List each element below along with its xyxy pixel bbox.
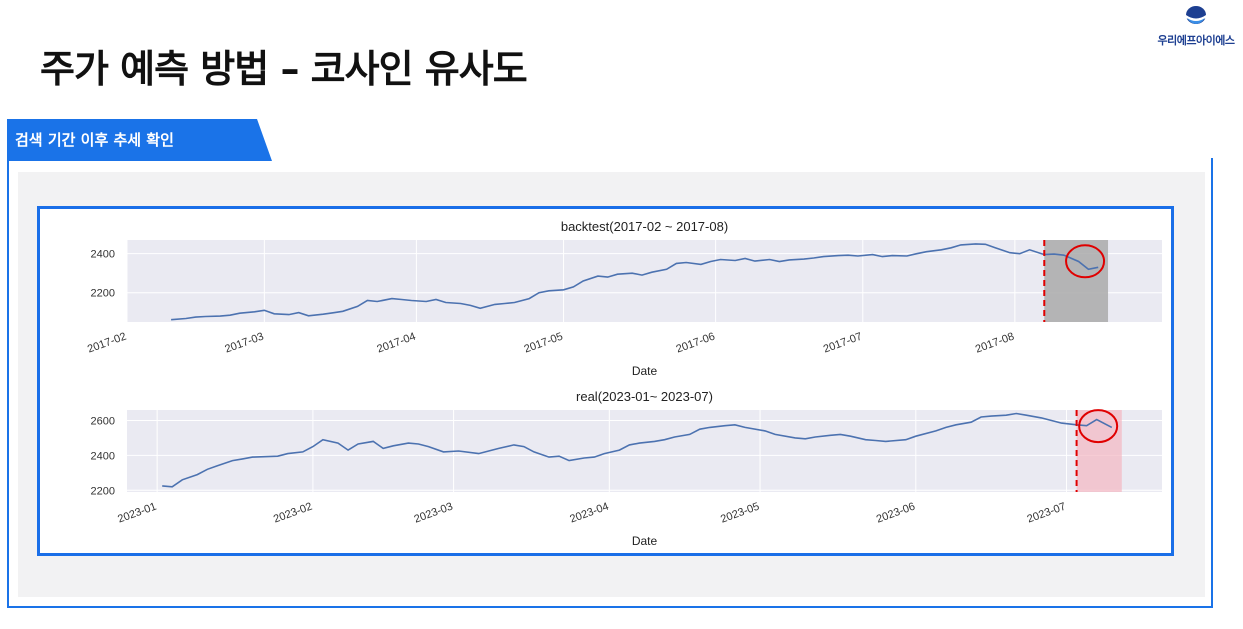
x-tick-label: 2017-07 bbox=[822, 331, 864, 356]
highlight-circle bbox=[1078, 409, 1119, 444]
x-tick-label: 2017-03 bbox=[223, 331, 265, 356]
chart-panel-2: 2023-01 2023-02 2023-03 2023-04 2023-05 2023-… bbox=[91, 389, 1162, 548]
section-tab-shape bbox=[7, 119, 272, 161]
series-line bbox=[171, 243, 1099, 321]
x-tick-label: 2023-01 bbox=[116, 501, 158, 526]
forecast-shade bbox=[1076, 410, 1122, 492]
x-tick-label: 2023-04 bbox=[568, 501, 610, 526]
x-tick-label: 2017-08 bbox=[974, 331, 1016, 356]
y-tick-label: 2600 bbox=[91, 415, 115, 427]
x-tick-label: 2017-04 bbox=[375, 331, 417, 356]
x-tick-label: 2023-06 bbox=[875, 501, 917, 526]
x-tick-label: 2023-05 bbox=[719, 501, 761, 526]
chart-title: backtest(2017-02 ~ 2017-08) bbox=[561, 219, 728, 234]
brand-logo: 우리에프아이에스 bbox=[1151, 2, 1241, 52]
series-line bbox=[162, 412, 1113, 488]
x-tick-label: 2023-02 bbox=[272, 501, 314, 526]
content-frame bbox=[7, 158, 1213, 608]
plot-area bbox=[127, 410, 1162, 492]
brand-name: 우리에프아이에스 bbox=[1157, 34, 1235, 47]
forecast-shade bbox=[1044, 240, 1109, 322]
section-label: 검색 기간 이후 추세 확인 bbox=[15, 131, 174, 149]
x-tick-label: 2023-03 bbox=[413, 501, 455, 526]
y-tick-label: 2400 bbox=[91, 450, 115, 462]
x-tick-label: 2017-05 bbox=[523, 331, 565, 356]
highlight-circle bbox=[1065, 244, 1106, 279]
x-axis-label: Date bbox=[632, 534, 658, 548]
section-tab: 검색 기간 이후 추세 확인 bbox=[7, 119, 272, 161]
x-tick-label: 2017-06 bbox=[675, 331, 717, 356]
y-tick-label: 2400 bbox=[91, 249, 115, 261]
y-tick-label: 2200 bbox=[91, 288, 115, 300]
chart-container: 2017-02 2017-03 2017-04 2017-05 2017-06 2017-… bbox=[37, 206, 1174, 556]
y-tick-label: 2200 bbox=[91, 485, 115, 497]
page-title: 주가 예측 방법 – 코사인 유사도 bbox=[40, 47, 528, 91]
chart-title: real(2023-01~ 2023-07) bbox=[576, 389, 713, 404]
x-axis-label: Date bbox=[632, 364, 658, 378]
charts-svg: 2017-02 2017-03 2017-04 2017-05 2017-06 2017-… bbox=[86, 219, 1162, 548]
x-tick-label: 2023-07 bbox=[1026, 501, 1068, 526]
logo-mark-icon bbox=[1186, 6, 1206, 24]
chart-panel-1: 2017-02 2017-03 2017-04 2017-05 2017-06 2017-… bbox=[86, 219, 1162, 378]
x-tick-label: 2017-02 bbox=[86, 331, 128, 356]
